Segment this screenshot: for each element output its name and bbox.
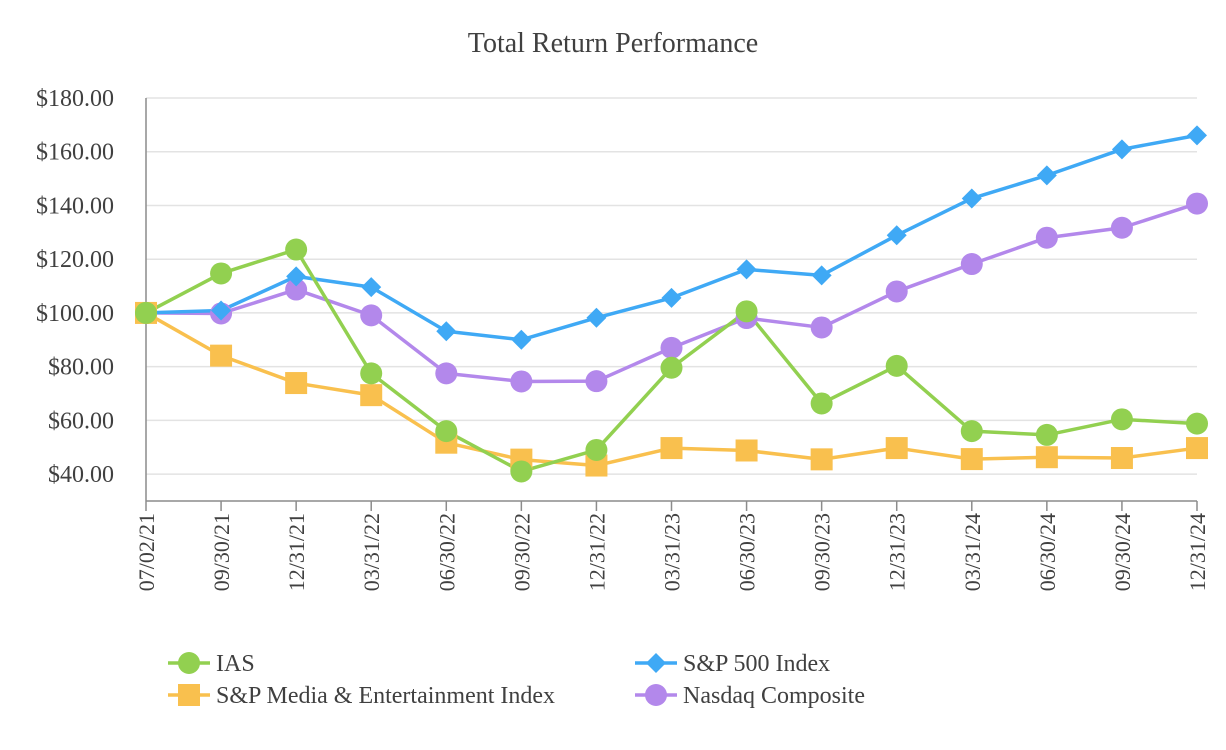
y-tick-label: $40.00: [48, 462, 114, 488]
data-point: [210, 344, 233, 367]
data-point: [960, 253, 983, 276]
data-point: [885, 354, 908, 377]
data-point: [810, 448, 833, 471]
legend-marker: [646, 653, 666, 673]
legend-item: IAS: [168, 651, 255, 677]
data-point: [960, 420, 983, 443]
chart-title: Total Return Performance: [468, 28, 758, 59]
data-point: [510, 370, 533, 393]
legend-label: IAS: [216, 651, 255, 677]
data-point: [1187, 125, 1207, 146]
data-point: [360, 384, 383, 407]
x-tick-label: 09/30/24: [1110, 513, 1135, 591]
y-tick-label: $80.00: [48, 355, 114, 381]
data-point: [210, 262, 233, 285]
data-point: [510, 460, 533, 483]
data-point: [360, 304, 383, 327]
data-point: [1035, 446, 1058, 469]
data-point: [811, 265, 832, 286]
data-point: [660, 356, 683, 379]
legend-label: S&P 500 Index: [683, 651, 830, 677]
data-point: [735, 300, 758, 323]
data-point: [1110, 447, 1133, 470]
legend-item: S&P Media & Entertainment Index: [168, 683, 555, 709]
data-point: [211, 300, 232, 321]
x-tick-label: 06/30/22: [434, 513, 459, 591]
series-markers: [135, 125, 1208, 483]
data-point: [960, 448, 983, 471]
x-tick-label: 03/31/24: [960, 513, 985, 591]
data-point: [1111, 139, 1132, 160]
data-point: [1110, 408, 1133, 431]
data-point: [360, 362, 383, 385]
y-tick-label: $120.00: [36, 247, 114, 273]
x-tick-label: 12/31/24: [1185, 513, 1210, 591]
y-tick-label: $180.00: [36, 86, 114, 112]
legend-marker: [178, 652, 200, 674]
x-tick-label: 03/31/22: [359, 513, 384, 591]
data-point: [735, 439, 758, 462]
data-point: [1186, 412, 1208, 435]
y-tick-label: $160.00: [36, 140, 114, 166]
data-point: [1035, 423, 1058, 446]
data-point: [1186, 437, 1208, 460]
x-tick-label: 09/30/21: [209, 513, 234, 591]
data-point: [285, 278, 308, 301]
data-point: [661, 287, 682, 308]
data-point: [660, 437, 683, 460]
legend: IAS S&P 500 Index S&P Media & Entertainmen…: [168, 651, 865, 709]
legend-label: S&P Media & Entertainment Index: [216, 683, 555, 709]
x-tick-label: 12/31/22: [584, 513, 609, 591]
data-point: [1036, 165, 1057, 186]
legend-marker: [178, 684, 200, 706]
legend-label: Nasdaq Composite: [683, 683, 865, 709]
data-point: [585, 438, 608, 461]
x-tick-label: 12/31/21: [284, 513, 309, 591]
data-point: [810, 316, 833, 339]
legend-item: S&P 500 Index: [635, 651, 830, 677]
data-point: [511, 329, 532, 350]
data-point: [885, 437, 908, 460]
data-point: [286, 266, 307, 287]
x-tick-label: 09/30/22: [509, 513, 534, 591]
data-point: [660, 336, 683, 359]
y-tick-label: $60.00: [48, 408, 114, 434]
x-tick-label: 07/02/21: [134, 513, 159, 591]
data-point: [435, 420, 458, 443]
legend-marker: [645, 684, 667, 706]
data-point: [1035, 226, 1058, 249]
data-point: [586, 307, 607, 328]
data-point: [810, 392, 833, 415]
data-point: [285, 238, 308, 261]
data-point: [435, 362, 458, 385]
data-point: [436, 321, 457, 342]
data-point: [585, 370, 608, 393]
data-point: [585, 454, 608, 477]
axes: $40.00 $60.00 $80.00 $100.00 $120.00 $140.00 $…: [36, 86, 1210, 591]
x-tick-label: 03/31/23: [660, 513, 685, 591]
x-tick-label: 06/30/24: [1035, 513, 1060, 591]
x-tick-label: 09/30/23: [810, 513, 835, 591]
x-tick-label: 06/30/23: [735, 513, 760, 591]
data-point: [886, 225, 907, 246]
data-point: [1110, 216, 1133, 239]
data-point: [361, 277, 382, 298]
x-tick-label: 12/31/23: [885, 513, 910, 591]
data-point: [736, 259, 757, 280]
y-tick-label: $100.00: [36, 301, 114, 327]
data-point: [135, 301, 157, 324]
legend-item: Nasdaq Composite: [635, 683, 865, 709]
data-point: [1186, 192, 1208, 215]
data-point: [885, 280, 908, 303]
y-tick-label: $140.00: [36, 193, 114, 219]
data-point: [285, 372, 308, 395]
data-point: [961, 188, 982, 209]
